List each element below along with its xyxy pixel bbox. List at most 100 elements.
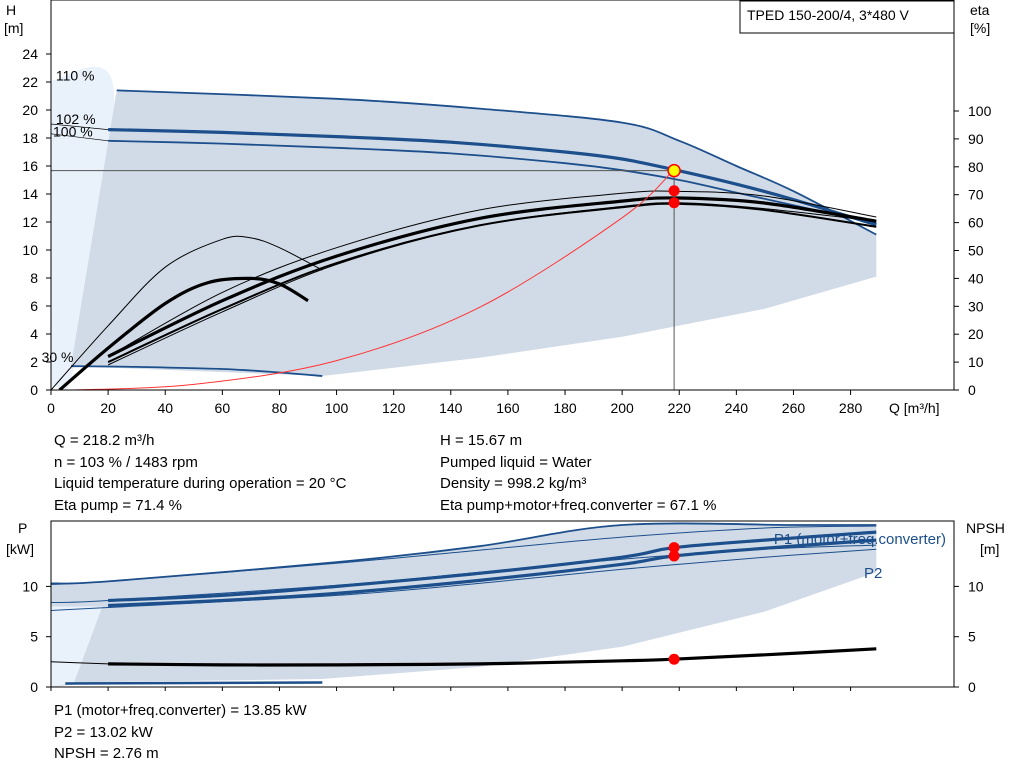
curve-eta-1	[107, 190, 877, 357]
eta-tick-label: 0	[968, 382, 976, 398]
head-curve-110	[116, 89, 877, 236]
model-name: TPED 150-200/4, 3*480 V	[747, 7, 910, 23]
low-speed-envelope	[51, 66, 115, 390]
y-tick-label: 24	[22, 46, 38, 62]
curve-npsh	[108, 647, 877, 667]
npsh-axis-label: NPSH	[966, 520, 1005, 536]
head-extension-102	[51, 123, 109, 130]
npsh-axis-unit: [m]	[980, 541, 999, 557]
power-axis-label: P	[18, 520, 27, 536]
duty-point-eta	[668, 197, 680, 209]
p1-readout: P1 (motor+freq.converter) = 13.85 kW	[54, 702, 307, 719]
eta-axis-label: eta	[970, 2, 990, 18]
head-readout: H = 15.67 m	[440, 432, 523, 449]
speed-readout: n = 103 % / 1483 rpm	[54, 453, 198, 471]
y-tick-label: 0	[30, 382, 38, 398]
eta-total-readout: Eta pump+motor+freq.converter = 67.1 %	[440, 496, 717, 514]
model-box	[739, 0, 955, 34]
power-envelope	[51, 523, 877, 687]
power-low-speed-envelope	[51, 606, 103, 687]
x-tick-label: 120	[382, 400, 406, 416]
eta-tick-label: 50	[968, 243, 984, 259]
duty-point-power	[668, 542, 680, 554]
duty-point-eta	[668, 185, 680, 197]
y-tick-label: 8	[30, 270, 38, 286]
eta-tick-label: 90	[968, 131, 984, 147]
eta-pump-readout: Eta pump = 71.4 %	[54, 496, 182, 514]
x-tick-label: 220	[668, 400, 692, 416]
speed-label: 30 %	[42, 349, 74, 365]
y-tick-label: 20	[22, 102, 38, 118]
flow-readout: Q = 218.2 m³/h	[54, 432, 155, 449]
power-axis-unit: [kW]	[6, 541, 34, 557]
eta-tick-label: 80	[968, 159, 984, 175]
eta-tick-label: 30	[968, 298, 984, 314]
power-tick-label: 5	[30, 629, 38, 645]
y-tick-label: 4	[30, 326, 38, 342]
npsh-tick-label: 10	[968, 578, 984, 594]
curve-eta-4	[107, 202, 877, 366]
operating-envelope	[70, 90, 877, 377]
speed-label: 100 %	[53, 124, 93, 140]
x-tick-label: 240	[725, 400, 749, 416]
curve-p-30-	[65, 681, 323, 685]
flow-axis-label: Q [m³/h]	[889, 400, 940, 416]
power-npsh-panel: 0 5 10 0 5 10 P [kW] NPSH [m] P1 (motor+freq.…	[6, 520, 1005, 695]
npsh-tick-label: 0	[968, 679, 976, 695]
temperature-readout: Liquid temperature during operation = 20…	[54, 475, 347, 492]
eta-tick-label: 60	[968, 215, 984, 231]
curve-eta-30-a	[51, 235, 323, 390]
head-axis-label: H	[6, 2, 16, 18]
p2-readout: P2 = 13.02 kW	[54, 723, 153, 741]
y-tick-label: 18	[22, 130, 38, 146]
x-tick-label: 20	[100, 400, 116, 416]
power-plot-frame	[50, 520, 955, 688]
y-tick-label: 2	[30, 354, 38, 370]
curve-p2-102-	[108, 538, 877, 608]
x-tick-label: 60	[215, 400, 231, 416]
curve-p1-110-	[51, 525, 877, 585]
curve-p1-102-	[108, 530, 877, 603]
legend-p1: P1 (motor+freq.converter)	[774, 531, 946, 548]
y-tick-label: 10	[22, 242, 38, 258]
curve-p2-100-	[51, 548, 877, 611]
curve-npsh-left	[51, 661, 109, 665]
upper-info-right: H = 15.67 m Pumped liquid = Water Densit…	[440, 430, 716, 516]
power-tick-label: 10	[22, 578, 38, 594]
upper-info-left: Q = 218.2 m³/h n = 103 % / 1483 rpm Liqu…	[54, 430, 346, 516]
x-tick-label: 260	[782, 400, 806, 416]
x-tick-label: 0	[47, 400, 55, 416]
curve-eta-30-b	[58, 276, 309, 390]
eta-tick-label: 20	[968, 326, 984, 342]
density-readout: Density = 998.2 kg/m³	[440, 475, 587, 492]
y-tick-label: 6	[30, 298, 38, 314]
x-tick-label: 160	[496, 400, 520, 416]
speed-label: 102 %	[56, 111, 96, 127]
x-tick-label: 280	[839, 400, 863, 416]
duty-point-power	[668, 550, 680, 562]
eta-axis-unit: [%]	[970, 20, 990, 36]
npsh-readout: NPSH = 2.76 m	[54, 745, 159, 762]
head-extension-100	[51, 133, 109, 142]
x-tick-label: 140	[439, 400, 463, 416]
head-axis-unit: [m]	[4, 20, 23, 36]
lower-info: P1 (motor+freq.converter) = 13.85 kW P2 …	[54, 700, 307, 765]
curve-h-102-	[108, 128, 877, 227]
y-tick-label: 16	[22, 158, 38, 174]
eta-tick-label: 10	[968, 354, 984, 370]
curve-h-30-	[70, 365, 323, 377]
curve-h-100-	[108, 139, 877, 225]
eta-tick-label: 70	[968, 187, 984, 203]
npsh-tick-label: 5	[968, 629, 976, 645]
x-tick-label: 180	[553, 400, 577, 416]
y-tick-label: 22	[22, 74, 38, 90]
power-tick-label: 0	[30, 679, 38, 695]
x-tick-label: 80	[272, 400, 288, 416]
duty-point-power	[668, 653, 680, 665]
curve-eta-2	[107, 196, 877, 358]
x-tick-label: 200	[610, 400, 634, 416]
speed-label: 110 %	[56, 68, 95, 84]
y-tick-label: 14	[22, 186, 38, 202]
y-tick-label: 12	[22, 214, 38, 230]
